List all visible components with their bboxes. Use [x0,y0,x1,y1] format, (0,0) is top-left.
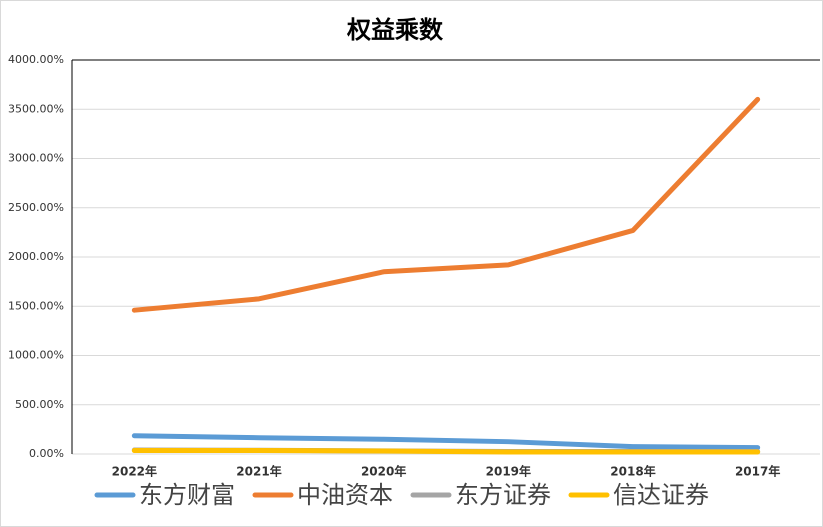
x-tick-label: 2020年 [361,464,406,479]
x-tick-label: 2018年 [610,464,655,479]
y-tick-label: 4000.00% [8,53,64,66]
y-tick-label: 2500.00% [8,201,64,214]
legend-label: 东方财富 [139,481,235,509]
series-line [131,448,761,455]
series-line [131,433,761,451]
chart-title: 权益乘数 [346,16,444,44]
y-tick-label: 3500.00% [8,102,64,115]
y-tick-label: 1000.00% [8,349,64,362]
series-line [131,96,761,313]
y-tick-label: 1500.00% [8,299,64,312]
legend-label: 东方证券 [455,481,551,509]
legend-label: 信达证券 [613,481,709,509]
x-tick-label: 2017年 [735,464,780,479]
x-tick-label: 2019年 [486,464,531,479]
x-tick-label: 2022年 [112,464,157,479]
y-tick-label: 2000.00% [8,250,64,263]
y-tick-label: 500.00% [15,398,64,411]
x-tick-label: 2021年 [236,464,281,479]
y-tick-label: 3000.00% [8,152,64,165]
y-tick-label: 0.00% [29,447,64,460]
legend-label: 中油资本 [297,481,393,509]
